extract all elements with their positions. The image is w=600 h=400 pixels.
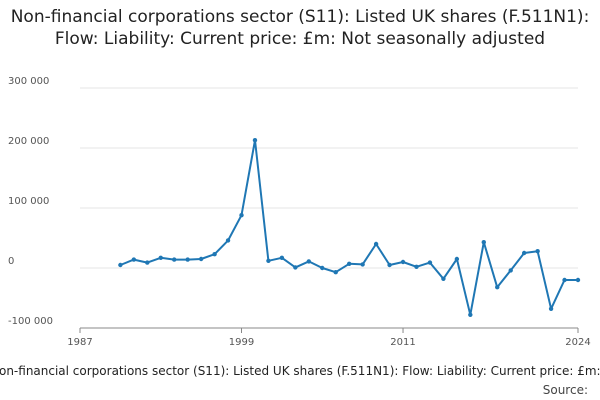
data-point	[441, 276, 446, 281]
data-point	[252, 138, 258, 143]
x-tick-label: 2011	[390, 337, 415, 348]
data-point	[535, 249, 540, 254]
data-point	[468, 312, 473, 317]
chart-footer-title: Non-financial corporations sector (S11):…	[0, 364, 600, 378]
data-point	[320, 265, 325, 271]
data-point	[495, 285, 500, 290]
data-point	[333, 270, 338, 275]
data-point	[387, 262, 392, 268]
series-group	[118, 138, 581, 317]
y-axis-tick-labels: 300 000 200 000 100 000 0 -100 000	[8, 76, 53, 327]
x-tick-label: 1999	[229, 337, 254, 348]
data-point	[548, 306, 554, 311]
y-tick-label: 100 000	[8, 196, 49, 207]
data-point	[239, 213, 244, 218]
x-tick-label: 2024	[565, 337, 590, 348]
data-point	[306, 259, 312, 264]
data-point	[427, 260, 433, 265]
y-tick-label: 300 000	[8, 76, 49, 87]
data-point	[481, 240, 486, 245]
source-label: Source:	[542, 383, 588, 397]
series-line	[120, 139, 578, 316]
data-point	[575, 277, 581, 283]
data-point	[131, 257, 137, 262]
data-point	[212, 252, 217, 257]
y-tick-label: 0	[8, 256, 14, 267]
data-point	[172, 257, 177, 262]
data-point	[145, 260, 150, 265]
data-point	[521, 250, 527, 256]
x-tick-label: 1987	[67, 337, 92, 348]
data-point	[562, 277, 567, 283]
data-point	[373, 241, 379, 247]
chart-title: Non-financial corporations sector (S11):…	[10, 7, 590, 49]
data-point	[158, 255, 163, 260]
data-point	[346, 261, 352, 266]
y-tick-label: -100 000	[8, 316, 53, 327]
data-point	[414, 264, 419, 269]
gridlines	[80, 87, 578, 329]
data-point	[279, 255, 285, 260]
data-point	[266, 258, 271, 263]
data-point	[293, 265, 298, 270]
data-point	[118, 262, 123, 268]
data-point	[225, 238, 231, 243]
data-point	[185, 257, 190, 262]
data-point	[360, 262, 365, 267]
x-axis: 1987 1999 2011 2024	[67, 327, 591, 348]
y-tick-label: 200 000	[8, 136, 49, 147]
data-point	[454, 256, 460, 262]
data-point	[400, 259, 406, 265]
data-point	[508, 268, 513, 273]
data-point	[198, 256, 204, 262]
